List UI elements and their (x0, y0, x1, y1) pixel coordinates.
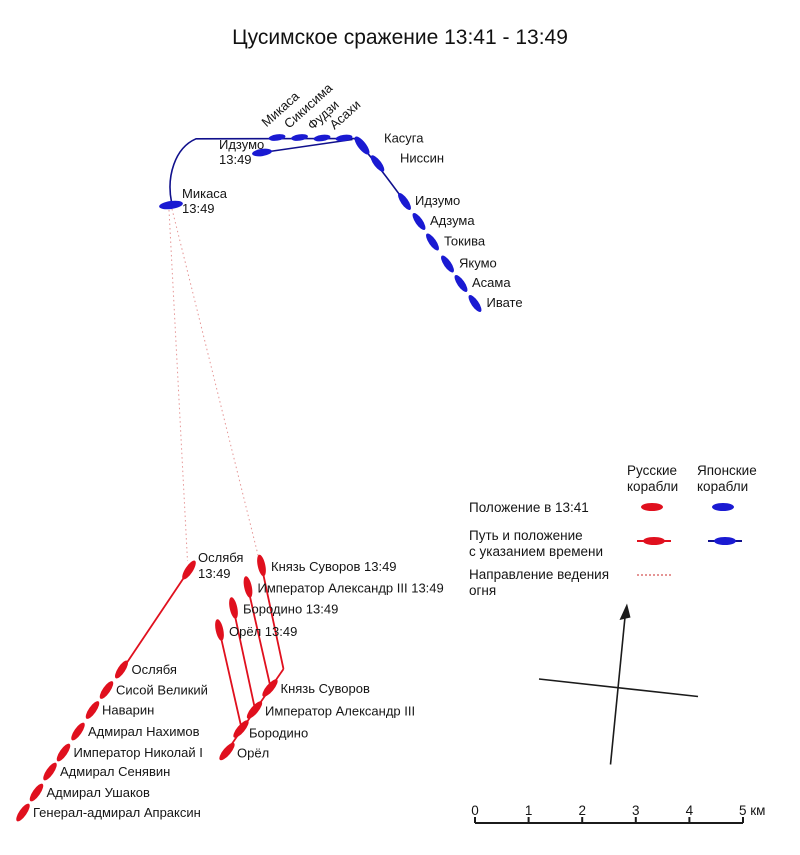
ship-marker-imperator-aleksandr-iii-1341 (246, 701, 263, 719)
ship-label-admiral-senyavin-1341: Адмирал Сенявин (60, 764, 170, 779)
ship-label-kasuga-1341: Касуга (384, 131, 424, 146)
ship-label-oslyabya-1341: Ослябя (132, 662, 177, 677)
page-title: Цусимское сражение 13:41 - 13:49 (232, 26, 568, 49)
ship-label-knyaz-suvorov-1349: Князь Суворов 13:49 (271, 559, 397, 574)
ship-label-knyaz-suvorov-1341: Князь Суворов (281, 681, 370, 696)
ship-marker-borodino-1349 (229, 597, 238, 619)
scalebar-label: 2 (578, 803, 586, 818)
ship-label-izumo-1349: 13:49 (219, 152, 252, 167)
ship-marker-oslyabya-1341 (114, 660, 129, 679)
ship-marker-adzuma-1341 (412, 213, 426, 230)
legend-japanese-path-marker (714, 537, 736, 545)
scalebar-label: 4 (686, 803, 694, 818)
ship-marker-iwate-1341 (468, 295, 482, 312)
ship-marker-kasuga-1341 (354, 136, 370, 155)
legend-header-russian: Русские корабли (627, 463, 679, 494)
ship-label-imperator-nikolay-i-1341: Император Николай I (74, 745, 203, 760)
legend-label-fire: Направление ведения огня (469, 567, 610, 598)
ship-label-oslyabya-1349: Ослябя (198, 550, 243, 565)
ship-marker-sisoy-velikiy-1341 (99, 681, 114, 699)
ship-label-admiral-ushakov-1341: Адмирал Ушаков (47, 785, 151, 800)
scalebar-label: 1 (525, 803, 533, 818)
ship-marker-mikasa-1341 (268, 134, 286, 141)
north-arrow-icon (619, 603, 631, 620)
ship-label-imperator-aleksandr-iii-1349: Император Александр III 13:49 (258, 581, 444, 596)
ship-marker-navarin-1341 (85, 701, 100, 719)
scalebar-label: 0 (471, 803, 479, 818)
ship-label-mikasa-1349: 13:49 (182, 201, 215, 216)
legend: Русские корабли Японские корабли Положен… (455, 455, 800, 615)
ship-marker-admiral-senyavin-1341 (43, 762, 57, 781)
legend-fire-line-sample (637, 574, 671, 576)
ship-label-mikasa-1349: Микаса (182, 186, 228, 201)
oslyabya-track (124, 572, 188, 667)
fire-line-to-oslyabya (168, 209, 188, 562)
ship-label-general-admiral-apraksin-1341: Генерал-адмирал Апраксин (33, 805, 201, 820)
ship-marker-yakumo-1341 (441, 255, 454, 273)
ship-marker-izumo-1341 (398, 193, 411, 210)
ship-label-sisoy-velikiy-1341: Сисой Великий (116, 683, 208, 698)
ship-label-tokiwa-1341: Токива (444, 234, 486, 249)
ship-label-borodino-1349: Бородино 13:49 (243, 602, 338, 617)
ship-label-navarin-1341: Наварин (102, 703, 154, 718)
legend-russian-position-marker (641, 503, 663, 511)
scalebar-label: 5 км (739, 803, 765, 818)
ship-marker-asahi-1341 (335, 134, 353, 142)
oryol-track (218, 630, 243, 729)
knyaz-suvorov-track (260, 565, 285, 670)
ship-marker-mikasa-1349 (159, 200, 183, 210)
legend-label-path: Путь и положение с указанием времени (469, 528, 604, 559)
ship-label-oryol-1341: Орёл (237, 746, 269, 761)
legend-japanese-position-marker (712, 503, 734, 511)
ship-marker-shikishima-1341 (291, 134, 308, 141)
ship-label-asama-1341: Асама (472, 275, 511, 290)
ship-marker-borodino-1341 (233, 720, 249, 738)
ship-marker-imperator-nikolay-i-1341 (56, 743, 71, 762)
imperator-aleksandr-track (247, 587, 272, 688)
ship-label-izumo-1341: Идзумо (415, 193, 460, 208)
ship-label-yakumo-1341: Якумо (459, 256, 497, 271)
ship-label-admiral-nakhimov-1341: Адмирал Нахимов (88, 724, 200, 739)
ship-marker-nissin-1341 (370, 155, 385, 172)
ship-label-iwate-1341: Ивате (487, 295, 523, 310)
ship-label-oslyabya-1349: 13:49 (198, 566, 231, 581)
ship-marker-fuji-1341 (313, 134, 331, 142)
ship-marker-imperator-aleksandr-iii-1349 (243, 576, 253, 598)
ship-marker-knyaz-suvorov-1349 (257, 554, 266, 577)
ship-label-izumo-1349: Идзумо (219, 137, 264, 152)
ship-marker-admiral-nakhimov-1341 (71, 722, 85, 741)
ship-label-adzuma-1341: Адзума (430, 213, 475, 228)
ship-marker-knyaz-suvorov-1341 (262, 679, 278, 697)
legend-header-japanese: Японские корабли (697, 463, 757, 494)
fire-line-to-suvorov (171, 208, 259, 558)
ship-marker-admiral-ushakov-1341 (29, 783, 44, 802)
ship-marker-oryol-1341 (219, 742, 235, 761)
legend-russian-path-marker (643, 537, 665, 545)
ship-marker-oryol-1349 (215, 619, 224, 641)
ship-label-nissin-1341: Ниссин (400, 151, 444, 166)
ship-label-oryol-1349: Орёл 13:49 (229, 624, 297, 639)
ship-marker-asama-1341 (454, 275, 468, 292)
ship-label-borodino-1341: Бородино (249, 726, 308, 741)
izumo-1349-track (262, 138, 353, 154)
ship-marker-general-admiral-apraksin-1341 (16, 803, 30, 822)
borodino-track (232, 608, 256, 710)
ship-marker-oslyabya-1349 (182, 560, 196, 580)
scalebar-label: 3 (632, 803, 640, 818)
ship-marker-izumo-1349 (252, 148, 272, 157)
legend-label-position: Положение в 13:41 (469, 500, 589, 515)
compass-north-line (609, 611, 627, 765)
ship-marker-tokiwa-1341 (426, 233, 439, 251)
ship-label-imperator-aleksandr-iii-1341: Император Александр III (265, 704, 415, 719)
